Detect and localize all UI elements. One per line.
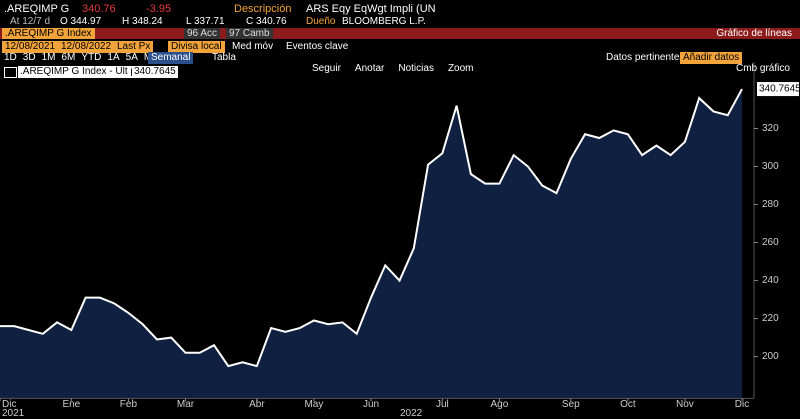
legend-value: 340.7645 bbox=[132, 66, 178, 78]
security[interactable]: .AREQIMP G Index bbox=[2, 28, 95, 39]
period[interactable]: 1A bbox=[107, 52, 120, 63]
year-label: 2022 bbox=[400, 408, 423, 419]
x-tick-label: Oct bbox=[620, 399, 636, 410]
close: C 340.76 bbox=[246, 16, 287, 27]
last-price-box bbox=[757, 82, 799, 97]
x-tick-label: Mar bbox=[177, 399, 195, 410]
y-tick-label: 240 bbox=[762, 275, 779, 286]
x-tick-label: Abr bbox=[249, 399, 265, 410]
open: O 344.97 bbox=[60, 16, 102, 27]
tool[interactable]: Zoom bbox=[447, 63, 474, 74]
y-tick-label: 300 bbox=[762, 161, 779, 172]
actions[interactable]: 96 Acc bbox=[184, 28, 221, 39]
at: At 12/7 d bbox=[10, 16, 51, 27]
y-tick-label: 280 bbox=[762, 199, 779, 210]
low: L 337.71 bbox=[186, 16, 225, 27]
y-tick-label: 220 bbox=[762, 313, 779, 324]
period[interactable]: 1D bbox=[4, 52, 17, 63]
x-tick-label: Dic bbox=[2, 399, 16, 410]
x-tick-label: Ago bbox=[491, 399, 509, 410]
moving-avg[interactable]: Med móv bbox=[232, 41, 274, 52]
add-data[interactable]: Añadir datos bbox=[680, 52, 743, 64]
x-tick-label: May bbox=[304, 399, 323, 410]
y-tick-label: 200 bbox=[762, 351, 779, 362]
y-tick-label: 320 bbox=[762, 123, 779, 134]
legend-label: .AREQIMP G Index - Últ precio bbox=[18, 66, 160, 78]
last-price: 340.76 bbox=[82, 3, 116, 15]
tool[interactable]: Seguir bbox=[312, 63, 341, 74]
line bbox=[0, 88, 743, 368]
chart-kind: Gráfico de líneas bbox=[716, 28, 792, 39]
change-menu[interactable]: 97 Camb bbox=[226, 28, 273, 39]
year-label: 2021 bbox=[2, 408, 25, 419]
last-price-label: 340.7645 bbox=[759, 84, 800, 95]
x-tick-label: Nov bbox=[676, 399, 694, 410]
table[interactable]: Tabla bbox=[212, 52, 236, 63]
field[interactable]: Last Px bbox=[114, 41, 154, 53]
period[interactable]: 1M bbox=[41, 52, 56, 63]
currency[interactable]: Divisa local bbox=[168, 41, 225, 53]
period[interactable]: YTD bbox=[81, 52, 102, 63]
description: ARS Eqy EqWgt Impli (UN bbox=[306, 3, 436, 15]
x-tick-label: Jun bbox=[363, 399, 379, 410]
x-tick-label: Ene bbox=[62, 399, 80, 410]
periods: 1D3D1M6MYTD1A5AMáx bbox=[4, 52, 163, 63]
x-tick-label: Dic bbox=[735, 399, 749, 410]
x-tick-label: Feb bbox=[120, 399, 138, 410]
area bbox=[0, 89, 742, 399]
events[interactable]: Eventos clave bbox=[286, 41, 349, 52]
end-date[interactable]: 12/08/2022 bbox=[58, 41, 115, 53]
chart-tools: Seguir Anotar Noticias Zoom bbox=[312, 63, 474, 74]
ticker: .AREQIMP G bbox=[4, 3, 70, 15]
high: H 348.24 bbox=[122, 16, 163, 27]
start-date[interactable]: 12/08/2021 bbox=[2, 41, 59, 53]
related[interactable]: Datos pertinentes bbox=[606, 52, 685, 63]
menu-bar bbox=[0, 28, 800, 39]
period[interactable]: 6M bbox=[61, 52, 76, 63]
owner: BLOOMBERG L.P. bbox=[342, 16, 426, 27]
period[interactable]: 5A bbox=[125, 52, 138, 63]
y-tick-label: 260 bbox=[762, 237, 779, 248]
tool[interactable]: Anotar bbox=[354, 63, 385, 74]
change-chart[interactable]: Cmb gráfico bbox=[736, 63, 790, 74]
owner-label: Dueño bbox=[306, 16, 336, 27]
x-tick-label: Sep bbox=[562, 399, 580, 410]
change: -3.95 bbox=[146, 3, 172, 15]
desc-label: Descripción bbox=[234, 3, 292, 15]
tool[interactable]: Noticias bbox=[398, 63, 434, 74]
legend-checkbox[interactable] bbox=[4, 67, 17, 78]
period[interactable]: 3D bbox=[22, 52, 36, 63]
frequency[interactable]: Semanal bbox=[148, 52, 194, 64]
x-tick-label: Jul bbox=[436, 399, 449, 410]
